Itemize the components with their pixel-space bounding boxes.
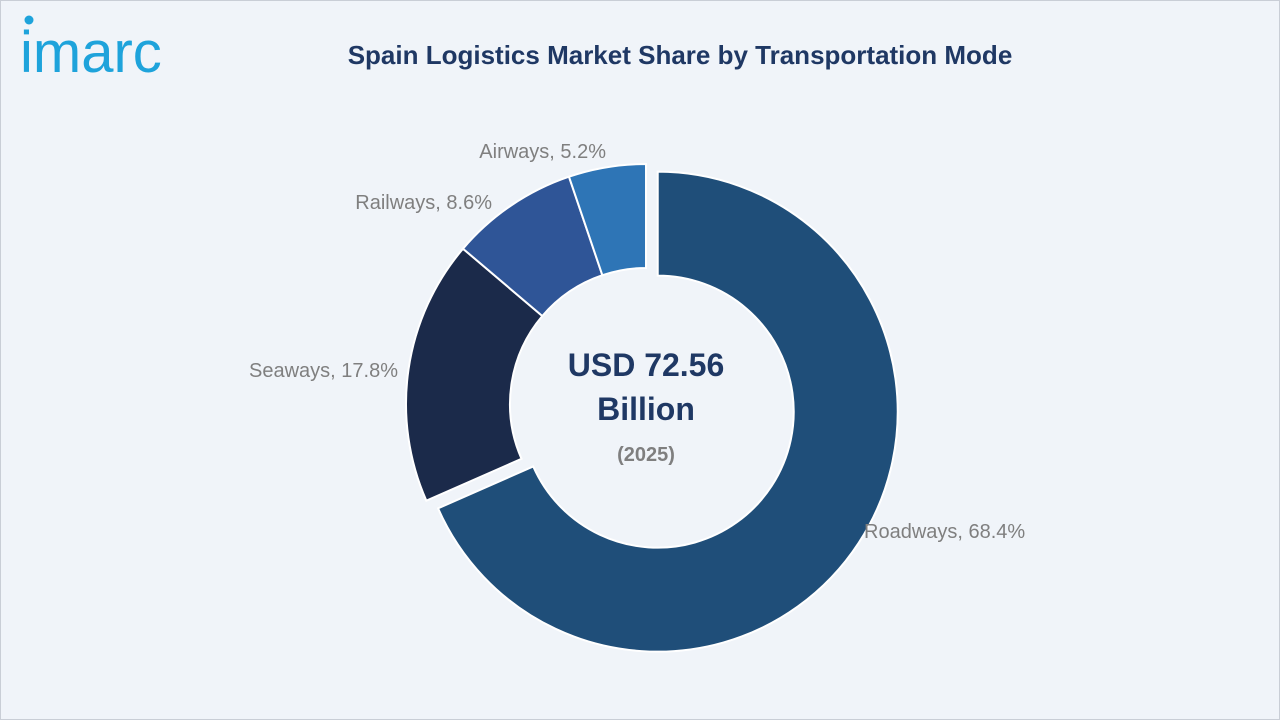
center-value: USD 72.56: [568, 347, 725, 383]
center-unit: Billion: [597, 391, 695, 427]
center-year: (2025): [617, 444, 675, 466]
chart-title: Spain Logistics Market Share by Transpor…: [347, 40, 1013, 70]
data-label-roadways: Roadways, 68.4%: [864, 521, 1025, 543]
slice-seaways: [405, 247, 544, 503]
slice-airways: [567, 162, 647, 277]
imarc-logo: imarc: [20, 15, 162, 80]
slice-roadways: [436, 170, 899, 653]
data-label-airways: Airways, 5.2%: [479, 141, 606, 163]
data-label-seaways: Seaways, 17.8%: [249, 360, 398, 382]
svg-text:imarc: imarc: [20, 20, 162, 80]
data-label-railways: Railways, 8.6%: [355, 192, 492, 214]
